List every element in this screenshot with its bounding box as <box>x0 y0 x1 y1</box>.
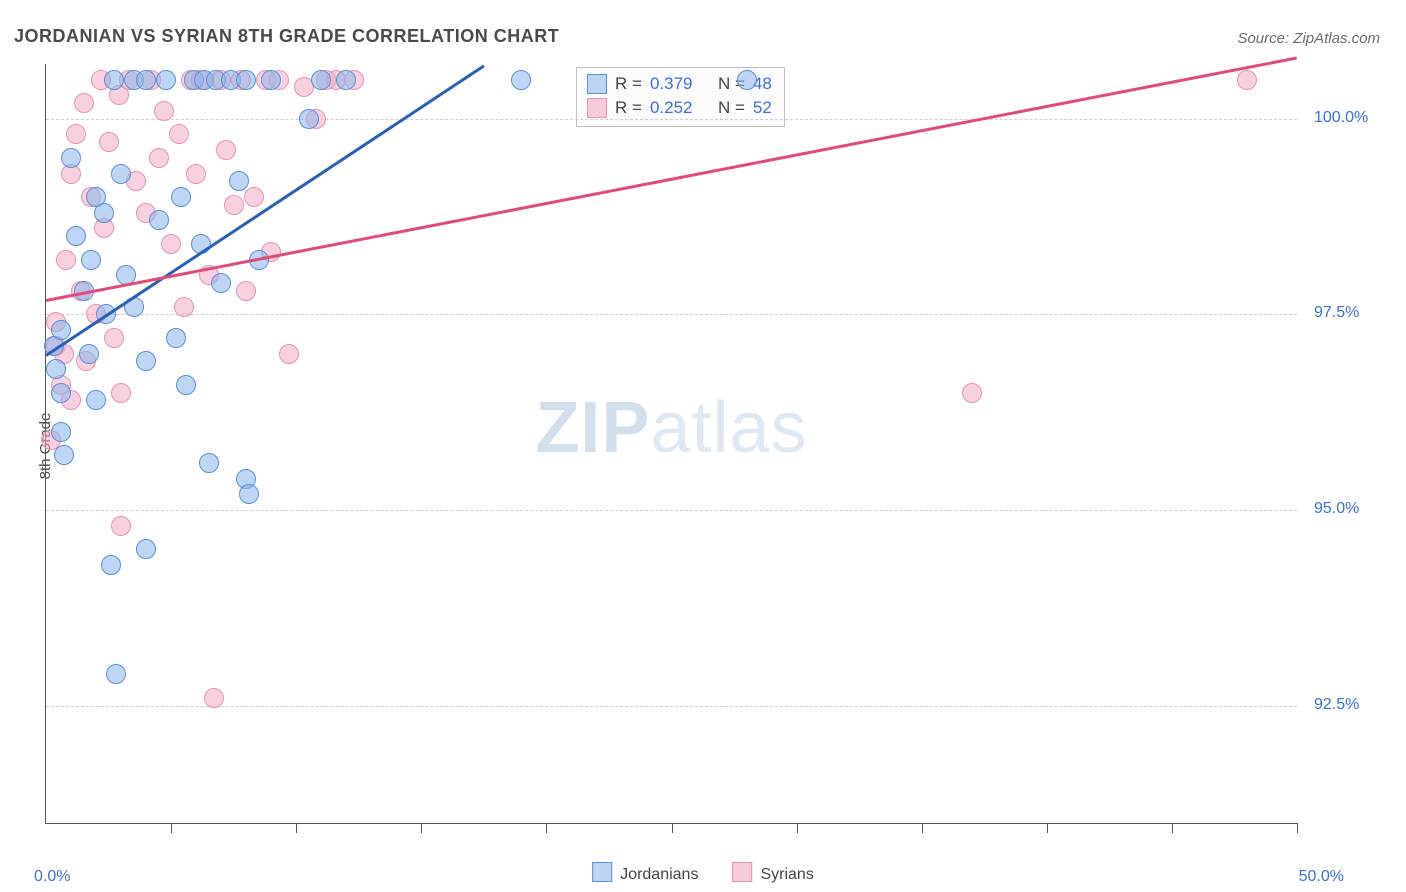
source-label: Source: ZipAtlas.com <box>1237 30 1380 47</box>
x-tick <box>797 823 798 833</box>
x-axis-min-label: 0.0% <box>34 868 70 886</box>
x-tick <box>421 823 422 833</box>
watermark: ZIPatlas <box>535 387 807 469</box>
x-axis-max-label: 50.0% <box>1299 868 1344 886</box>
x-tick <box>1297 823 1298 833</box>
data-point <box>81 250 101 270</box>
data-point <box>299 109 319 129</box>
legend-swatch-syrians <box>732 862 752 882</box>
x-tick <box>546 823 547 833</box>
correlation-row-syrians: R = 0.252 N = 52 <box>587 96 772 120</box>
data-point <box>1237 70 1257 90</box>
data-point <box>51 383 71 403</box>
data-point <box>79 344 99 364</box>
legend-label-jordanians: Jordanians <box>620 866 698 883</box>
data-point <box>216 140 236 160</box>
data-point <box>149 210 169 230</box>
data-point <box>171 187 191 207</box>
data-point <box>204 688 224 708</box>
n-value-syrians: 52 <box>753 96 772 120</box>
data-point <box>186 164 206 184</box>
x-tick <box>171 823 172 833</box>
gridline <box>46 119 1297 120</box>
y-tick-label: 95.0% <box>1314 500 1359 518</box>
data-point <box>161 234 181 254</box>
data-point <box>737 70 757 90</box>
watermark-bold: ZIP <box>535 388 650 468</box>
data-point <box>236 281 256 301</box>
data-point <box>244 187 264 207</box>
data-point <box>511 70 531 90</box>
n-label: N = <box>718 96 745 120</box>
data-point <box>66 226 86 246</box>
x-tick <box>296 823 297 833</box>
data-point <box>149 148 169 168</box>
data-point <box>99 132 119 152</box>
data-point <box>211 273 231 293</box>
data-point <box>224 195 244 215</box>
data-point <box>311 70 331 90</box>
x-tick <box>922 823 923 833</box>
legend-item-jordanians: Jordanians <box>592 862 698 884</box>
data-point <box>174 297 194 317</box>
data-point <box>101 555 121 575</box>
r-label: R = <box>615 96 642 120</box>
data-point <box>61 148 81 168</box>
legend-label-syrians: Syrians <box>760 866 813 883</box>
data-point <box>74 93 94 113</box>
legend-swatch-syrians <box>587 98 607 118</box>
data-point <box>66 124 86 144</box>
data-point <box>46 359 66 379</box>
gridline <box>46 510 1297 511</box>
r-label: R = <box>615 72 642 96</box>
data-point <box>279 344 299 364</box>
data-point <box>169 124 189 144</box>
data-point <box>336 70 356 90</box>
data-point <box>199 453 219 473</box>
x-tick <box>1047 823 1048 833</box>
gridline <box>46 706 1297 707</box>
data-point <box>176 375 196 395</box>
x-tick <box>1172 823 1173 833</box>
data-point <box>111 516 131 536</box>
data-point <box>104 328 124 348</box>
r-value-jordanians: 0.379 <box>650 72 693 96</box>
legend-swatch-jordanians <box>592 862 612 882</box>
r-value-syrians: 0.252 <box>650 96 693 120</box>
x-tick <box>672 823 673 833</box>
data-point <box>104 70 124 90</box>
data-point <box>156 70 176 90</box>
y-tick-label: 97.5% <box>1314 304 1359 322</box>
data-point <box>94 203 114 223</box>
data-point <box>54 445 74 465</box>
y-tick-label: 100.0% <box>1314 109 1368 127</box>
data-point <box>51 320 71 340</box>
watermark-rest: atlas <box>650 388 807 468</box>
plot-area: ZIPatlas R = 0.379 N = 48 R = 0.252 N = … <box>45 64 1297 824</box>
y-tick-label: 92.5% <box>1314 696 1359 714</box>
bottom-legend: Jordanians Syrians <box>592 862 814 884</box>
legend-swatch-jordanians <box>587 74 607 94</box>
data-point <box>111 164 131 184</box>
data-point <box>166 328 186 348</box>
data-point <box>136 539 156 559</box>
data-point <box>962 383 982 403</box>
data-point <box>229 171 249 191</box>
data-point <box>111 383 131 403</box>
data-point <box>136 351 156 371</box>
data-point <box>239 484 259 504</box>
data-point <box>154 101 174 121</box>
data-point <box>56 250 76 270</box>
data-point <box>51 422 71 442</box>
chart-title: JORDANIAN VS SYRIAN 8TH GRADE CORRELATIO… <box>14 26 559 47</box>
gridline <box>46 314 1297 315</box>
data-point <box>261 70 281 90</box>
data-point <box>106 664 126 684</box>
data-point <box>136 70 156 90</box>
data-point <box>86 390 106 410</box>
legend-item-syrians: Syrians <box>732 862 813 884</box>
data-point <box>236 70 256 90</box>
